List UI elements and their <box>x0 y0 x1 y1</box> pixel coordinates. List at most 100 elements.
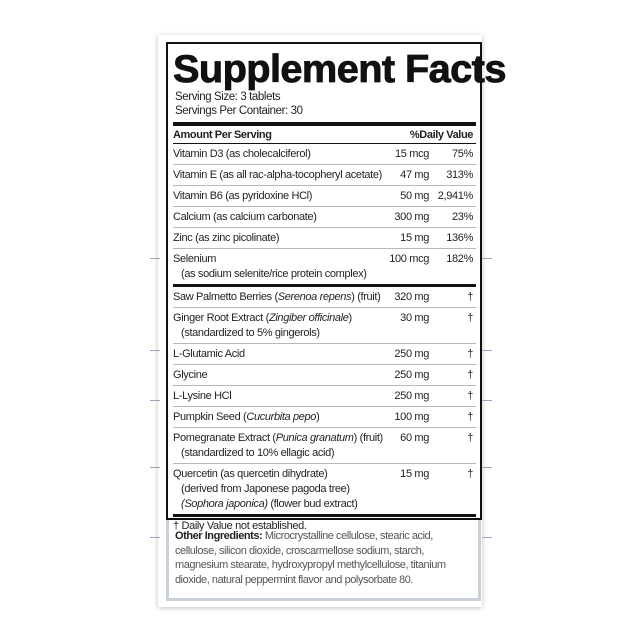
ingredient-section: Saw Palmetto Berries (Serenoa repens) (f… <box>173 287 476 514</box>
name-text: Calcium (as calcium carbonate) <box>173 211 317 223</box>
ingredient-detail: (Sophora japonica) (flower bud extract) <box>173 497 476 512</box>
table-row: Vitamin E (as all rac-alpha-tocopheryl a… <box>173 165 476 186</box>
ingredient-name: L-Glutamic Acid <box>173 347 476 362</box>
ingredient-detail: (standardized to 10% ellagic acid) <box>173 446 476 461</box>
decor-line <box>482 350 492 351</box>
botanical-name: Serenoa repens <box>277 291 352 303</box>
name-text: Vitamin E (as all rac-alpha-tocopheryl a… <box>173 169 382 181</box>
daily-value: † <box>467 291 473 303</box>
ingredient-detail: (derived from Japonese pagoda tree) <box>173 482 476 497</box>
name-text: (flower bud extract) <box>267 498 358 510</box>
name-text: Vitamin B6 (as pyridoxine HCl) <box>173 190 313 202</box>
decor-line <box>150 350 160 351</box>
servings-per-container: Servings Per Container: 30 <box>175 105 303 117</box>
name-text: Pomegranate Extract ( <box>173 432 276 444</box>
name-text: Zinc (as zinc picolinate) <box>173 232 280 244</box>
ingredient-name: Ginger Root Extract (Zingiber officinale… <box>173 311 476 326</box>
amount-per-serving: 250 mg <box>394 390 429 402</box>
name-text: L-Glutamic Acid <box>173 348 245 360</box>
decor-line <box>482 258 492 259</box>
name-text: Quercetin (as quercetin dihydrate) <box>173 468 328 480</box>
table-row: Quercetin (as quercetin dihydrate) (deriv… <box>173 464 476 514</box>
botanical-name: Cucurbita pepo <box>246 411 317 423</box>
amount-per-serving: 250 mg <box>394 369 429 381</box>
ingredient-name: Vitamin D3 (as cholecalciferol) <box>173 147 476 162</box>
amount-per-serving: 47 mg <box>400 169 429 181</box>
table-row: Zinc (as zinc picolinate) 15 mg 136% <box>173 228 476 249</box>
decor-line <box>482 400 492 401</box>
name-text: ) (fruit) <box>351 291 381 303</box>
amount-per-serving: 50 mg <box>400 190 429 202</box>
name-text: Pumpkin Seed ( <box>173 411 247 423</box>
other-ingredients-label: Other Ingredients: <box>175 530 263 542</box>
decor-line <box>150 258 160 259</box>
header-daily-value: %Daily Value <box>409 129 473 141</box>
botanical-name: (Sophora japonica) <box>181 498 268 510</box>
ingredient-name: L-Lysine HCl <box>173 389 476 404</box>
table-row: Selenium (as sodium selenite/rice protein… <box>173 249 476 284</box>
name-text: (derived from Japonese pagoda tree) <box>181 483 350 495</box>
table-header: Amount Per Serving %Daily Value <box>173 126 476 144</box>
daily-value: † <box>467 348 473 360</box>
thick-divider <box>173 514 476 517</box>
decor-line <box>482 537 492 538</box>
table-row: Pomegranate Extract (Punica granatum) (f… <box>173 428 476 464</box>
footnote: † Daily Value not established. <box>173 520 307 532</box>
table-row: Vitamin B6 (as pyridoxine HCl) 50 mg 2,941… <box>173 186 476 207</box>
ingredient-detail: (as sodium selenite/rice protein complex… <box>173 267 476 282</box>
table-row: Saw Palmetto Berries (Serenoa repens) (f… <box>173 287 476 308</box>
daily-value: 23% <box>452 211 473 223</box>
amount-per-serving: 60 mg <box>400 432 429 444</box>
amount-per-serving: 320 mg <box>394 291 429 303</box>
table-row: Ginger Root Extract (Zingiber officinale… <box>173 308 476 344</box>
ingredient-name: Zinc (as zinc picolinate) <box>173 231 476 246</box>
other-ingredients-text: Microcrystalline cellulose, stearic acid… <box>175 530 446 586</box>
amount-per-serving: 300 mg <box>394 211 429 223</box>
header-amount: Amount Per Serving <box>173 129 272 141</box>
daily-value: † <box>467 468 473 480</box>
table-row: Vitamin D3 (as cholecalciferol) 15 mcg 75% <box>173 144 476 165</box>
botanical-name: Zingiber officinale <box>268 312 349 324</box>
name-text: ) (fruit) <box>353 432 384 444</box>
ingredient-name: Vitamin B6 (as pyridoxine HCl) <box>173 189 476 204</box>
daily-value: † <box>467 432 473 444</box>
ingredient-name: Saw Palmetto Berries (Serenoa repens) (f… <box>173 290 476 305</box>
ingredient-name: Vitamin E (as all rac-alpha-tocopheryl a… <box>173 168 476 183</box>
name-text: Selenium <box>173 253 217 265</box>
nutrient-section: Vitamin D3 (as cholecalciferol) 15 mcg 75%… <box>173 144 476 284</box>
name-text: Saw Palmetto Berries ( <box>173 291 278 303</box>
name-text: (as sodium selenite/rice protein complex… <box>181 268 367 280</box>
botanical-name: Punica granatum <box>275 432 354 444</box>
decor-line <box>150 467 160 468</box>
daily-value: 182% <box>446 253 473 265</box>
supplement-facts-panel: Supplement Facts Serving Size: 3 tablets… <box>166 42 507 532</box>
name-text: (standardized to 10% ellagic acid) <box>181 447 335 459</box>
amount-per-serving: 100 mcg <box>389 253 429 265</box>
thick-divider <box>173 284 476 287</box>
name-text: Glycine <box>173 369 208 381</box>
daily-value: 313% <box>446 169 473 181</box>
amount-per-serving: 30 mg <box>400 312 429 324</box>
name-text: Vitamin D3 (as cholecalciferol) <box>173 148 311 160</box>
name-text: ) <box>348 312 353 324</box>
ingredient-name: Calcium (as calcium carbonate) <box>173 210 476 225</box>
table-row: L-Glutamic Acid 250 mg † <box>173 344 476 365</box>
panel-title: Supplement Facts <box>173 48 507 91</box>
amount-per-serving: 15 mg <box>400 468 429 480</box>
name-text: ) <box>316 411 320 423</box>
table-row: L-Lysine HCl 250 mg † <box>173 386 476 407</box>
table-row: Pumpkin Seed (Cucurbita pepo) 100 mg † <box>173 407 476 428</box>
daily-value: 2,941% <box>437 190 474 202</box>
other-ingredients: Other Ingredients: Microcrystalline cell… <box>166 520 481 601</box>
name-text: L-Lysine HCl <box>173 390 232 402</box>
serving-size: Serving Size: 3 tablets <box>175 91 281 103</box>
ingredient-name: Glycine <box>173 368 476 383</box>
daily-value: † <box>467 312 473 324</box>
table-row: Calcium (as calcium carbonate) 300 mg 23% <box>173 207 476 228</box>
daily-value: † <box>467 390 473 402</box>
name-text: Ginger Root Extract ( <box>173 312 269 324</box>
amount-per-serving: 100 mg <box>394 411 429 423</box>
ingredient-name: Pumpkin Seed (Cucurbita pepo) <box>173 410 476 425</box>
thick-divider <box>173 122 476 126</box>
ingredient-detail: (standardized to 5% gingerols) <box>173 326 476 341</box>
